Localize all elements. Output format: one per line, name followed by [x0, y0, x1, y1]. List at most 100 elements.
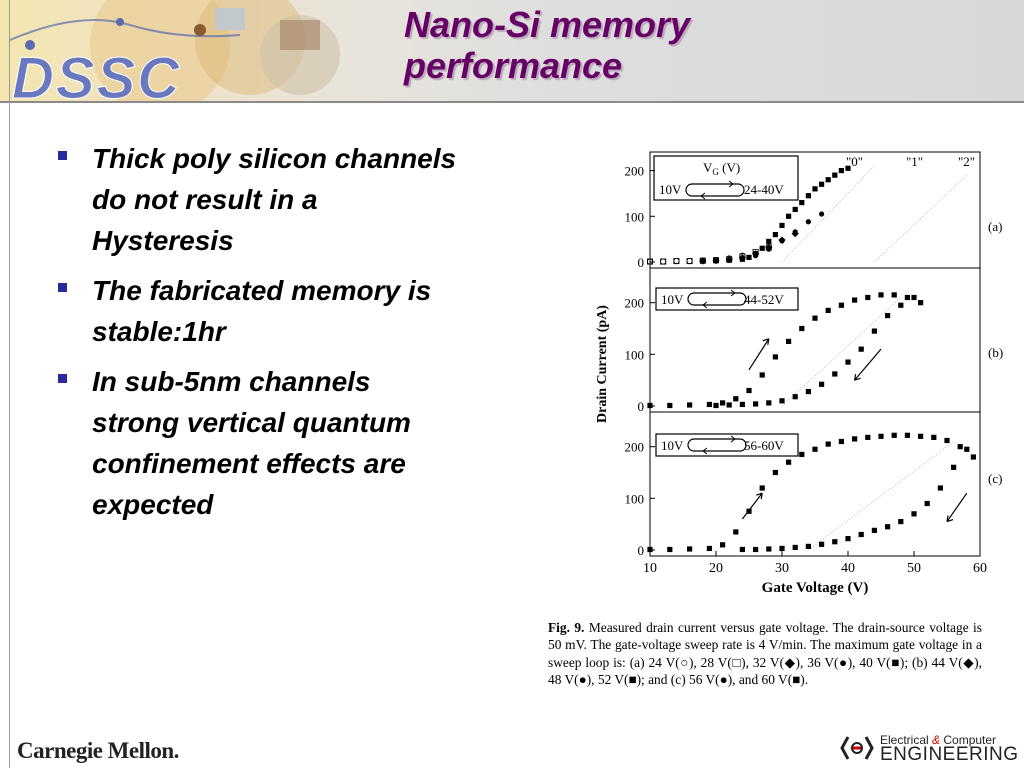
- data-point: [792, 544, 798, 551]
- data-point: [865, 294, 871, 301]
- data-point: [832, 539, 838, 545]
- panel-label-c: (c): [988, 471, 1002, 486]
- data-point: [845, 165, 851, 171]
- data-point: [845, 359, 851, 365]
- data-point: [904, 432, 910, 438]
- y-tick-label: 200: [625, 440, 645, 455]
- threshold-line: [781, 297, 902, 407]
- data-point: [858, 346, 864, 352]
- data-point: [713, 258, 719, 264]
- panel-c-frame: [649, 411, 981, 557]
- data-point: [819, 381, 825, 387]
- data-point: [825, 441, 831, 447]
- data-point: [825, 307, 831, 314]
- data-point: [838, 438, 844, 445]
- data-point: [779, 398, 785, 404]
- data-point: [687, 402, 693, 408]
- carnegie-mellon-logo: Carnegie Mellon.: [17, 738, 179, 763]
- threshold-line: [808, 441, 954, 551]
- data-point: [911, 511, 917, 517]
- data-point: [898, 302, 904, 308]
- state-label-0: "0": [846, 154, 863, 169]
- panel-b-legend-low: 10V: [661, 292, 684, 307]
- data-point: [720, 400, 726, 406]
- arrowhead-icon: [756, 492, 763, 500]
- figure-caption: Fig. 9. Measured drain current versus ga…: [548, 619, 982, 689]
- data-point: [891, 432, 897, 438]
- data-point: [918, 433, 924, 439]
- panel-label-b: (b): [988, 345, 1003, 360]
- data-point: [733, 529, 739, 535]
- data-point: [726, 257, 732, 263]
- data-point: [904, 294, 910, 301]
- arrowhead-icon: [854, 374, 861, 381]
- header-divider: [0, 101, 1024, 103]
- x-axis-label: Gate Voltage (V): [762, 580, 869, 596]
- bullet-square-icon: [58, 151, 67, 160]
- data-point: [792, 229, 798, 235]
- data-point: [766, 400, 772, 406]
- arrow-left-icon: [702, 301, 710, 309]
- left-margin-rule: [9, 0, 10, 768]
- data-point: [957, 444, 963, 450]
- caption-text: Measured drain current versus gate volta…: [548, 620, 982, 688]
- data-point: [687, 546, 693, 552]
- data-point: [647, 402, 653, 409]
- x-tick-label: 50: [907, 561, 921, 576]
- data-point: [772, 354, 778, 360]
- sweep-loop-icon: [685, 183, 745, 197]
- data-point: [805, 193, 811, 199]
- arrow-left-icon: [700, 192, 708, 200]
- data-point: [832, 371, 838, 377]
- data-point: [786, 459, 792, 465]
- data-point: [878, 292, 884, 298]
- data-point: [918, 300, 924, 306]
- data-point: [660, 258, 667, 265]
- data-point: [799, 199, 805, 206]
- panel-a-legend: [653, 155, 799, 201]
- drain-current-figure: VG (V) 10V 24-40V "0" "1" "2" 10V 44-52V…: [540, 140, 1010, 610]
- drain-current-chart: VG (V) 10V 24-40V "0" "1" "2" 10V 44-52V…: [595, 151, 1003, 596]
- data-point: [660, 258, 667, 265]
- data-point: [885, 524, 891, 530]
- data-point: [766, 238, 772, 245]
- data-point: [647, 258, 654, 265]
- threshold-line: [874, 174, 968, 263]
- data-point: [706, 545, 712, 552]
- data-point: [706, 401, 712, 408]
- ece-logo: Electrical & Computer ENGINEERING: [840, 731, 1018, 765]
- data-point: [878, 433, 884, 439]
- data-point: [951, 464, 957, 470]
- data-point: [779, 222, 785, 229]
- bullet-text: Thick poly silicon channels do not result…: [92, 143, 457, 256]
- data-point: [924, 500, 930, 507]
- ece-emblem-icon: [840, 736, 874, 760]
- data-point: [753, 546, 759, 553]
- sweep-down-arrow-icon: [854, 348, 882, 381]
- data-point: [865, 434, 871, 440]
- data-point: [733, 396, 739, 402]
- bullet-item: Thick poly silicon channels do not result…: [56, 138, 546, 261]
- data-point: [746, 254, 752, 261]
- data-point: [786, 338, 792, 345]
- y-tick-label: 200: [625, 296, 645, 311]
- data-point: [726, 402, 732, 408]
- data-point: [759, 372, 765, 378]
- sweep-up-arrow-icon: [741, 492, 763, 520]
- y-tick-label: 100: [625, 347, 645, 362]
- data-point: [898, 518, 904, 525]
- data-point: [753, 401, 759, 407]
- data-point: [838, 302, 844, 308]
- data-point: [713, 402, 719, 409]
- sweep-loop-icon: [687, 438, 747, 452]
- data-point: [812, 315, 818, 321]
- data-point: [799, 325, 805, 332]
- data-point: [838, 167, 844, 174]
- bullet-item: The fabricated memory is stable:1hr: [56, 270, 546, 352]
- data-point: [858, 531, 864, 538]
- y-tick-label: 100: [625, 491, 645, 506]
- arrowhead-icon: [762, 338, 770, 345]
- data-point: [964, 446, 970, 452]
- data-point: [885, 312, 891, 319]
- data-point: [772, 231, 778, 238]
